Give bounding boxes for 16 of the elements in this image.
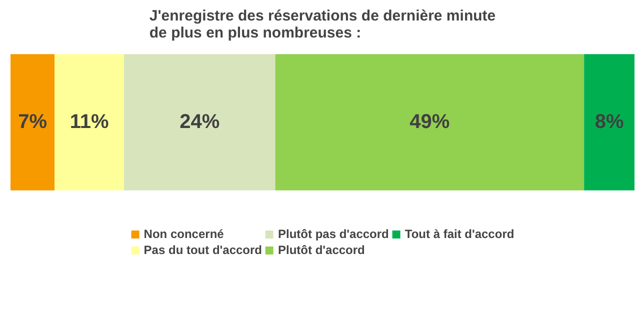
bar: [10, 54, 55, 190]
data-label: 8%: [594, 111, 624, 134]
chart-title: J'enregistre des réservations de dernière minute de plus en plus nombreuses :: [149, 8, 496, 42]
legend-label: Tout à fait d'accord: [404, 227, 514, 241]
bar: [54, 54, 124, 190]
data-label: 24%: [180, 111, 220, 134]
data-label: 49%: [410, 111, 450, 134]
bar: [275, 54, 584, 190]
legend-label: Pas du tout d'accord: [144, 243, 262, 257]
data-label: 11%: [70, 111, 109, 134]
bar: [124, 54, 276, 190]
bar: [584, 54, 634, 190]
legend-label: Plutôt d'accord: [278, 243, 365, 257]
legend-label: Plutôt pas d'accord: [278, 227, 389, 241]
data-label: 7%: [18, 111, 48, 134]
legend-label: Non concerné: [144, 227, 224, 241]
